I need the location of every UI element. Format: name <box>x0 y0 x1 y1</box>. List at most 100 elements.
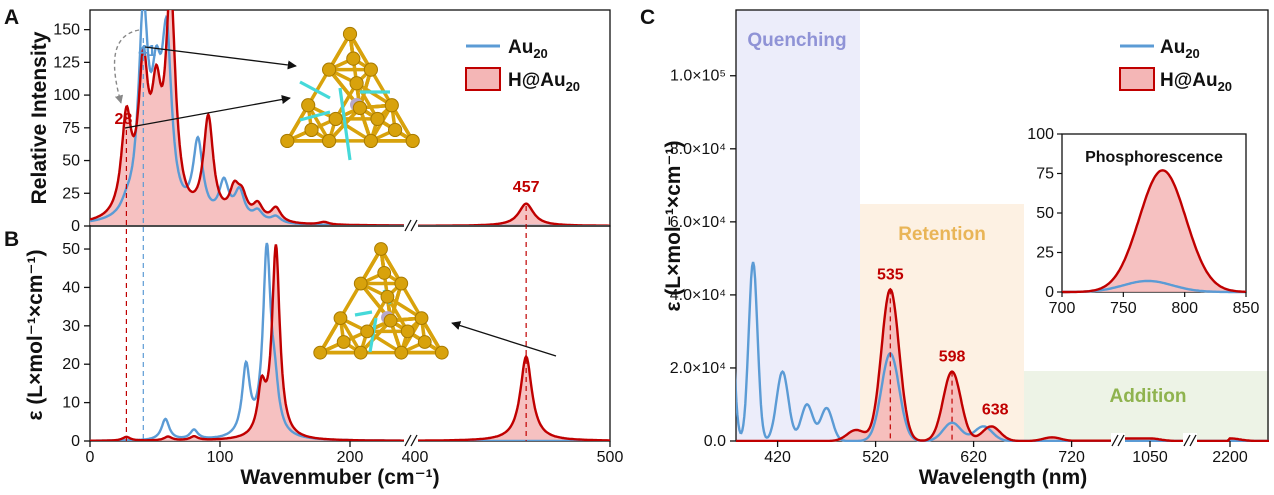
inset-title: Phosphorescence <box>1085 149 1223 166</box>
legend-c-hau20-swatch <box>1119 67 1155 91</box>
gold-atom <box>384 98 399 113</box>
addition-region <box>1024 371 1269 441</box>
vibration-arrow <box>368 317 378 353</box>
peak-label-28: 28 <box>115 111 133 128</box>
y-tick-label: 4.0×10⁴ <box>670 287 726 304</box>
inset-x-tick-label: 700 <box>1049 300 1076 317</box>
panel-a-hau20-line <box>90 10 610 225</box>
inset-y-tick-label: 25 <box>1036 245 1054 262</box>
gold-atom <box>349 76 364 91</box>
pointer-arrow-a2 <box>124 94 291 129</box>
pointer-arrow-a1 <box>144 46 297 70</box>
panel-c-chart: 0.0 2.0×10⁴ 4.0×10⁴ 6.0×10⁴ 8.0×10⁴ 1.0×10⁵ 4… <box>662 30 1269 489</box>
gold-atom <box>360 324 375 339</box>
peak-label-638: 638 <box>982 401 1009 418</box>
peak-label-41: 41 <box>138 43 156 60</box>
gold-atom <box>363 133 378 149</box>
legend-hau20-swatch <box>465 67 501 91</box>
y-tick-label: 0 <box>71 433 80 450</box>
panel-label-c: C <box>640 6 655 29</box>
au20-cluster-illustration-b <box>313 242 449 360</box>
region-label-quenching: Quenching <box>747 30 846 51</box>
gold-atom <box>434 345 449 360</box>
y-tick-label: 40 <box>62 279 80 296</box>
au20-cluster-illustration-a <box>280 26 420 161</box>
shift-arrow <box>113 29 140 104</box>
y-tick-label: 50 <box>62 241 80 258</box>
gold-atom <box>388 122 403 138</box>
x-tick-label: 420 <box>764 449 791 466</box>
gold-atom <box>370 111 385 127</box>
inset-x-tick-label: 850 <box>1233 300 1260 317</box>
gold-atom <box>380 289 395 304</box>
inset-y-tick-label: 50 <box>1036 205 1054 222</box>
gold-atom <box>280 133 295 149</box>
x-tick-label: 620 <box>960 449 987 466</box>
y-tick-label: 30 <box>62 318 80 335</box>
region-label-addition: Addition <box>1109 386 1186 407</box>
y-tick-label: 50 <box>62 153 80 170</box>
peak-label-535: 535 <box>877 266 904 283</box>
y-tick-label: 20 <box>62 356 80 373</box>
gold-atom <box>322 62 337 77</box>
gold-atom <box>342 26 358 42</box>
vibration-arrow <box>354 310 373 317</box>
panel-a-chart: 0 25 50 75 100 125 150 Relative Intensity 41 2… <box>28 10 610 235</box>
y-tick-label: 6.0×10⁴ <box>670 214 726 231</box>
gold-atom <box>336 335 351 349</box>
y-tick-label: 75 <box>62 120 80 137</box>
y-tick-label: 10 <box>62 395 80 412</box>
gold-atom <box>405 133 420 149</box>
legend-c-au20-label: Au20 <box>1160 37 1200 61</box>
inset-y-tick-label: 0 <box>1045 284 1054 301</box>
vibration-arrow <box>338 87 352 161</box>
x-axis-break-c1 <box>1111 433 1125 449</box>
gold-atom <box>374 242 388 256</box>
panel-a-ylabel: Relative Intensity <box>28 31 51 204</box>
legend-au20-label: Au20 <box>508 37 548 61</box>
gold-atom <box>400 324 415 339</box>
gold-atom <box>304 122 319 138</box>
vibration-arrow <box>299 110 331 122</box>
gold-atom <box>417 335 432 349</box>
y-tick-label: 8.0×10⁴ <box>670 141 726 158</box>
inset-x-tick-label: 800 <box>1171 300 1198 317</box>
gold-atom <box>383 313 398 328</box>
gold-atom <box>377 265 392 280</box>
panel-b-chart: 0 10 20 30 40 50 0 100 200 400 50 0 ε (L×mol⁻¹×cm⁻… <box>24 38 623 489</box>
inset-x-tick-label: 750 <box>1110 300 1137 317</box>
x-tick-label: 400 <box>402 449 429 466</box>
y-tick-label: 2.0×10⁴ <box>670 360 726 377</box>
phosphorescence-inset: Phosphorescence 0 25 50 75 100 700 750 800 850 <box>1027 126 1259 317</box>
x-tick-label: 200 <box>337 449 364 466</box>
y-tick-label: 0.0 <box>704 433 726 450</box>
panel-c-hau20-line <box>736 287 1269 442</box>
inset-y-tick-label: 100 <box>1027 126 1054 143</box>
x-tick-label: 2200 <box>1212 449 1248 466</box>
panel-b-xlabel: Wavenmuber (cm⁻¹) <box>240 466 439 489</box>
legend-c-hau20-label: H@Au20 <box>1160 70 1232 94</box>
gold-atom <box>352 100 367 116</box>
legend-hau20-label: H@Au20 <box>508 70 580 94</box>
inset-y-tick-label: 75 <box>1036 166 1054 183</box>
region-label-retention: Retention <box>898 224 986 245</box>
panel-b-ylabel: ε (L×mol⁻¹×cm⁻¹) <box>24 250 47 421</box>
legend-c: Au20 H@Au20 <box>1119 37 1232 94</box>
legend-a: Au20 H@Au20 <box>465 37 580 94</box>
panel-label-b: B <box>4 228 19 251</box>
gold-atom <box>414 311 429 326</box>
gold-atom <box>301 98 316 113</box>
vibration-arrow <box>299 80 331 100</box>
y-tick-label: 0 <box>71 218 80 235</box>
y-tick-label: 125 <box>53 54 80 71</box>
gold-atom <box>333 311 348 326</box>
x-axis-break-a <box>404 218 418 234</box>
y-tick-label: 100 <box>53 87 80 104</box>
gold-atom <box>346 51 361 66</box>
gold-atom <box>328 111 343 127</box>
y-tick-label: 150 <box>53 22 80 39</box>
x-tick-label: 0 <box>86 449 95 466</box>
panel-c-ylabel: ε (L×mol⁻¹×cm⁻¹) <box>662 141 685 312</box>
y-tick-label: 1.0×10⁵ <box>670 68 726 85</box>
gold-atom <box>313 345 328 360</box>
